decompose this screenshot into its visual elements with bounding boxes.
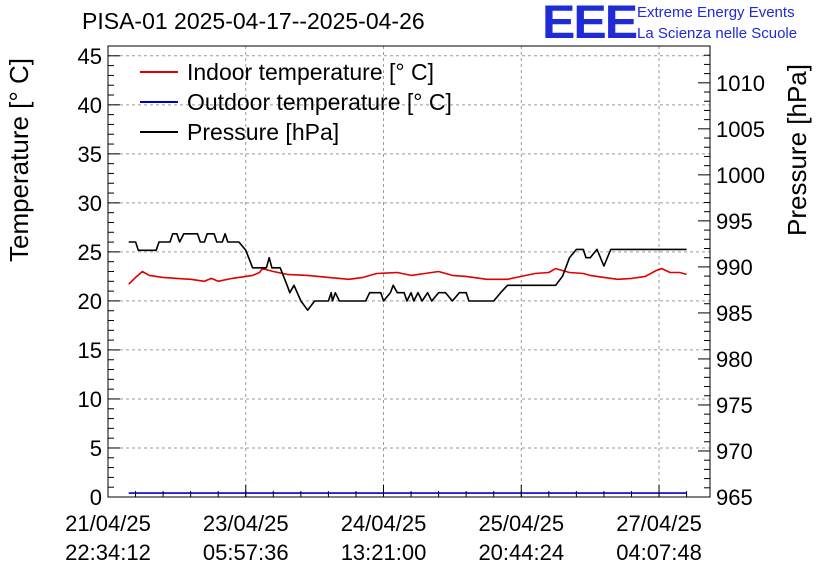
legend-outdoor-label: Outdoor temperature [° C] (187, 89, 452, 115)
x-tick-time: 05:57:36 (203, 540, 289, 565)
x-tick-time: 20:44:24 (478, 540, 564, 565)
eee-logo: EEE (542, 0, 638, 49)
x-tick-date: 25/04/25 (478, 511, 564, 536)
y2-tick-label: 1010 (716, 71, 765, 96)
y-tick-label: 25 (78, 240, 102, 265)
y2-tick-label: 990 (716, 255, 753, 280)
chart-axes: 0 5 10 15 20 25 30 35 40 45 21/04/25 22:34:12 23/04/… (65, 44, 765, 565)
y2-tick-label: 995 (716, 209, 753, 234)
logo-caption-line2: La Scienza nelle Scuole (637, 25, 798, 42)
y-tick-label: 5 (90, 436, 102, 461)
pressure-line (128, 233, 687, 312)
x-tick-date: 21/04/25 (65, 511, 151, 536)
y-tick-label: 30 (78, 191, 102, 216)
y2-tick-label: 965 (716, 485, 753, 510)
x-tick-date: 24/04/25 (341, 511, 427, 536)
x-tick-time: 22:34:12 (65, 540, 151, 565)
x-tick-time: 13:21:00 (341, 540, 427, 565)
x-tick-time: 04:07:48 (616, 540, 702, 565)
y-tick-label: 40 (78, 93, 102, 118)
y2-tick-label: 975 (716, 393, 753, 418)
chart-grid (108, 46, 710, 497)
y-tick-label: 10 (78, 387, 102, 412)
y-tick-label: 20 (78, 289, 102, 314)
x-tick-date: 27/04/25 (616, 511, 702, 536)
x-tick-date: 23/04/25 (203, 511, 289, 536)
chart-legend: Indoor temperature [° C] Outdoor temperat… (140, 59, 452, 145)
legend-indoor-label: Indoor temperature [° C] (187, 59, 434, 85)
y2-tick-label: 980 (716, 347, 753, 372)
y2-axis-title: Pressure [hPa] (782, 64, 812, 236)
y-tick-label: 45 (78, 44, 102, 69)
y-axis-title: Temperature [° C] (4, 58, 34, 262)
y2-tick-label: 970 (716, 439, 753, 464)
y-tick-label: 15 (78, 338, 102, 363)
y-tick-label: 0 (90, 485, 102, 510)
chart-title: PISA-01 2025-04-17--2025-04-26 (82, 8, 425, 34)
y-tick-label: 35 (78, 142, 102, 167)
logo-caption-line1: Extreme Energy Events (637, 4, 795, 21)
chart-series (128, 233, 687, 494)
indoor-temperature-line (128, 267, 687, 285)
y2-tick-label: 985 (716, 301, 753, 326)
y2-tick-label: 1000 (716, 163, 765, 188)
legend-pressure-label: Pressure [hPa] (187, 119, 339, 145)
y2-tick-label: 1005 (716, 117, 765, 142)
